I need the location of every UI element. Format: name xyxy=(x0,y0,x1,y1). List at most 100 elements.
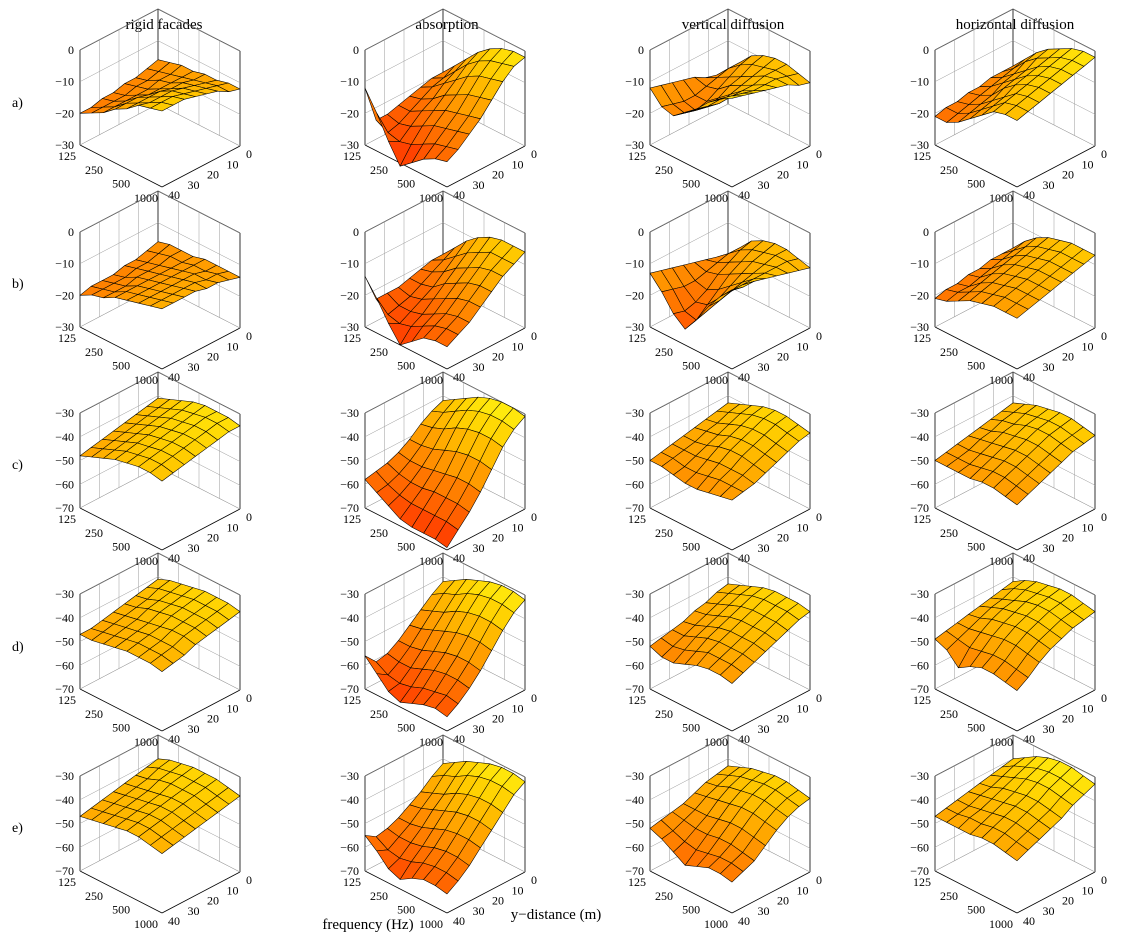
distance-tick-label: 10 xyxy=(797,520,809,534)
frequency-tick-label: 250 xyxy=(940,345,958,359)
axis-frame-edge xyxy=(446,689,526,732)
frequency-tick-label: 125 xyxy=(343,693,361,707)
z-tick-label: −30 xyxy=(55,138,74,152)
frequency-tick-label: 1000 xyxy=(989,554,1013,568)
frequency-tick-label: 250 xyxy=(85,345,103,359)
z-tick-label: −60 xyxy=(55,477,74,491)
surface-cell xyxy=(150,464,174,482)
distance-tick-label: 0 xyxy=(1101,329,1107,343)
frequency-tick-label: 125 xyxy=(628,331,646,345)
surface-cell xyxy=(435,521,459,548)
distance-tick-label: 40 xyxy=(453,551,465,565)
distance-tick-label: 30 xyxy=(473,904,485,918)
surface-cell xyxy=(720,862,744,883)
axis-frame-edge xyxy=(446,871,526,914)
z-tick-label: −20 xyxy=(625,106,644,120)
column-title-horizontal-diffusion: horizontal diffusion xyxy=(956,17,1075,33)
frequency-tick-label: 1000 xyxy=(419,917,443,931)
row-label-e: e) xyxy=(12,821,23,836)
frequency-tick-label: 250 xyxy=(370,707,388,721)
x-axis-label: frequency (Hz) xyxy=(322,917,413,933)
distance-tick-label: 40 xyxy=(738,914,750,928)
z-tick-label: 0 xyxy=(68,43,74,57)
axis-frame-edge xyxy=(446,327,526,370)
axis-frame-edge xyxy=(934,144,1018,188)
z-tick-label: −70 xyxy=(910,682,929,696)
z-tick-label: −40 xyxy=(55,430,74,444)
z-tick-label: −10 xyxy=(910,75,929,89)
distance-tick-label: 20 xyxy=(492,531,504,545)
row-label-a: a) xyxy=(12,96,23,111)
distance-tick-label: 30 xyxy=(188,722,200,736)
distance-tick-label: 10 xyxy=(512,157,524,171)
distance-tick-label: 10 xyxy=(1082,520,1094,534)
z-tick-label: −30 xyxy=(910,769,929,783)
distance-tick-label: 20 xyxy=(492,168,504,182)
z-tick-label: −50 xyxy=(55,817,74,831)
frequency-tick-label: 250 xyxy=(85,163,103,177)
distance-tick-label: 20 xyxy=(492,894,504,908)
distance-tick-label: 40 xyxy=(168,732,180,746)
frequency-tick-label: 500 xyxy=(397,359,415,373)
z-tick-label: −40 xyxy=(55,611,74,625)
z-tick-label: −40 xyxy=(340,793,359,807)
z-tick-label: −20 xyxy=(910,288,929,302)
axis-frame-edge xyxy=(731,689,811,732)
distance-tick-label: 0 xyxy=(816,873,822,887)
distance-tick-label: 10 xyxy=(227,883,239,897)
distance-tick-label: 10 xyxy=(797,157,809,171)
z-tick-label: −40 xyxy=(340,611,359,625)
z-tick-label: −60 xyxy=(625,840,644,854)
frequency-tick-label: 1000 xyxy=(419,554,443,568)
distance-tick-label: 40 xyxy=(1023,188,1035,202)
surface-cell xyxy=(1005,841,1029,862)
z-tick-label: −30 xyxy=(625,138,644,152)
surface-cell xyxy=(720,485,744,501)
z-tick-label: −30 xyxy=(55,406,74,420)
z-tick-label: −50 xyxy=(340,817,359,831)
distance-tick-label: 0 xyxy=(1101,873,1107,887)
z-tick-label: −40 xyxy=(625,611,644,625)
axis-frame-edge xyxy=(731,145,811,188)
frequency-tick-label: 125 xyxy=(58,512,76,526)
distance-tick-label: 0 xyxy=(246,691,252,705)
distance-tick-label: 20 xyxy=(1062,712,1074,726)
surface-cell xyxy=(150,836,174,854)
axis-frame-edge xyxy=(364,144,448,188)
frequency-tick-label: 500 xyxy=(112,540,130,554)
frequency-tick-label: 125 xyxy=(913,875,931,889)
z-tick-label: −40 xyxy=(625,793,644,807)
frequency-tick-label: 1000 xyxy=(704,554,728,568)
distance-tick-label: 40 xyxy=(168,188,180,202)
distance-tick-label: 20 xyxy=(1062,350,1074,364)
distance-tick-label: 20 xyxy=(1062,531,1074,545)
axis-frame-edge xyxy=(364,870,448,914)
z-tick-label: 0 xyxy=(638,225,644,239)
frequency-tick-label: 500 xyxy=(397,721,415,735)
frequency-tick-label: 250 xyxy=(85,526,103,540)
distance-tick-label: 0 xyxy=(816,329,822,343)
axis-frame-edge xyxy=(446,145,526,188)
axis-frame-edge xyxy=(79,326,163,370)
distance-tick-label: 40 xyxy=(1023,732,1035,746)
frequency-tick-label: 250 xyxy=(655,163,673,177)
z-tick-label: −10 xyxy=(55,257,74,271)
z-tick-label: −50 xyxy=(910,635,929,649)
y-axis-label: y−distance (m) xyxy=(511,907,602,923)
distance-tick-label: 40 xyxy=(453,370,465,384)
z-tick-label: −70 xyxy=(625,864,644,878)
frequency-tick-label: 500 xyxy=(967,177,985,191)
z-tick-label: −20 xyxy=(625,288,644,302)
z-tick-label: −50 xyxy=(340,454,359,468)
frequency-tick-label: 1000 xyxy=(989,373,1013,387)
distance-tick-label: 0 xyxy=(531,329,537,343)
distance-tick-label: 0 xyxy=(246,873,252,887)
distance-tick-label: 0 xyxy=(816,510,822,524)
z-tick-label: 0 xyxy=(353,43,359,57)
distance-tick-label: 0 xyxy=(531,873,537,887)
